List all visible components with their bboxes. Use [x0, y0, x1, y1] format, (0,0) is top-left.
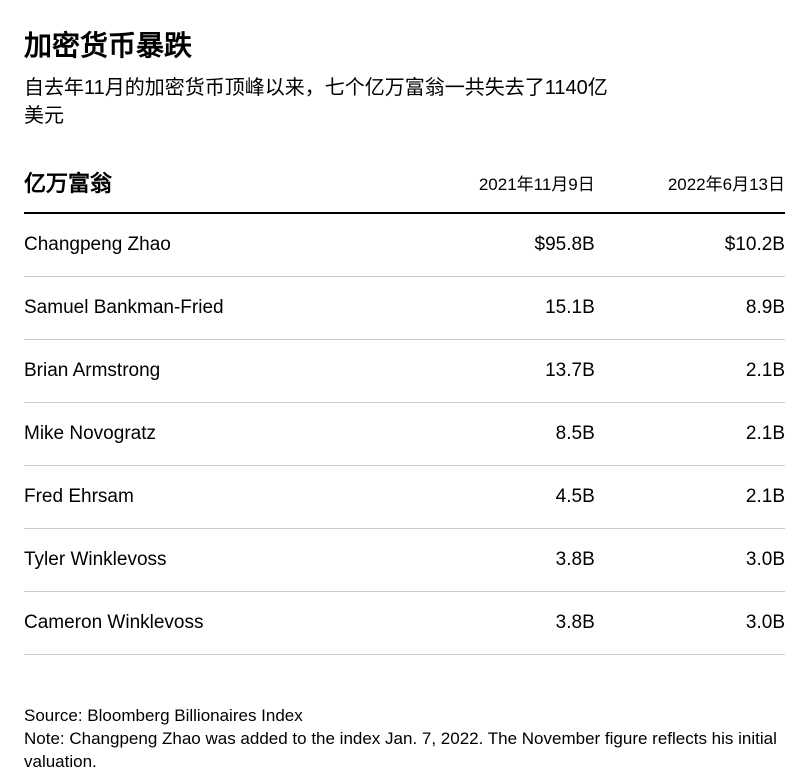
header-name: 亿万富翁 — [24, 158, 405, 213]
cell-name: Samuel Bankman-Fried — [24, 277, 405, 340]
table-header-row: 亿万富翁 2021年11月9日 2022年6月13日 — [24, 158, 785, 213]
page-title: 加密货币暴跌 — [24, 24, 785, 64]
cell-value-2: 2.1B — [595, 403, 785, 466]
table-row: Changpeng Zhao $95.8B $10.2B — [24, 213, 785, 277]
cell-value-2: 2.1B — [595, 466, 785, 529]
cell-name: Fred Ehrsam — [24, 466, 405, 529]
cell-value-1: 4.5B — [405, 466, 595, 529]
footer-note: Note: Changpeng Zhao was added to the in… — [24, 728, 785, 774]
header-date-2: 2022年6月13日 — [595, 158, 785, 213]
cell-value-2: 8.9B — [595, 277, 785, 340]
cell-name: Cameron Winklevoss — [24, 592, 405, 655]
cell-value-1: 8.5B — [405, 403, 595, 466]
cell-value-2: 3.0B — [595, 529, 785, 592]
cell-value-2: 2.1B — [595, 340, 785, 403]
page-subtitle: 自去年11月的加密货币顶峰以来，七个亿万富翁一共失去了1140亿美元 — [24, 74, 624, 130]
cell-value-2: $10.2B — [595, 213, 785, 277]
cell-name: Mike Novogratz — [24, 403, 405, 466]
cell-value-1: 3.8B — [405, 529, 595, 592]
table-row: Samuel Bankman-Fried 15.1B 8.9B — [24, 277, 785, 340]
cell-name: Changpeng Zhao — [24, 213, 405, 277]
table-row: Fred Ehrsam 4.5B 2.1B — [24, 466, 785, 529]
table-row: Mike Novogratz 8.5B 2.1B — [24, 403, 785, 466]
cell-value-1: 15.1B — [405, 277, 595, 340]
cell-name: Tyler Winklevoss — [24, 529, 405, 592]
footer: Source: Bloomberg Billionaires Index Not… — [24, 705, 785, 774]
table-row: Tyler Winklevoss 3.8B 3.0B — [24, 529, 785, 592]
table-row: Brian Armstrong 13.7B 2.1B — [24, 340, 785, 403]
billionaire-table: 亿万富翁 2021年11月9日 2022年6月13日 Changpeng Zha… — [24, 158, 785, 655]
cell-value-1: 3.8B — [405, 592, 595, 655]
table-row: Cameron Winklevoss 3.8B 3.0B — [24, 592, 785, 655]
cell-value-1: 13.7B — [405, 340, 595, 403]
cell-name: Brian Armstrong — [24, 340, 405, 403]
cell-value-2: 3.0B — [595, 592, 785, 655]
cell-value-1: $95.8B — [405, 213, 595, 277]
footer-source: Source: Bloomberg Billionaires Index — [24, 705, 785, 728]
header-date-1: 2021年11月9日 — [405, 158, 595, 213]
